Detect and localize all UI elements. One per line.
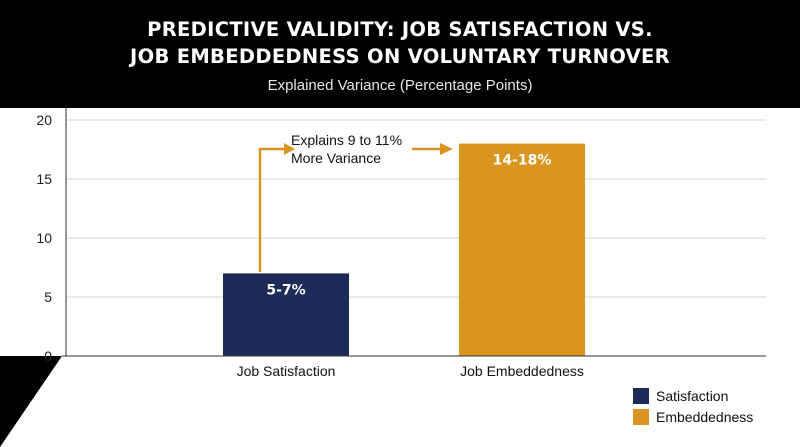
x-category-label: Job Satisfaction [237, 363, 336, 379]
chart-title-line-2: JOB EMBEDDEDNESS ON VOLUNTARY TURNOVER [130, 45, 670, 68]
annotation-text-line-1: Explains 9 to 11% [291, 132, 402, 148]
annotation-arrow-head-right [440, 143, 453, 155]
chart-title: PREDICTIVE VALIDITY: JOB SATISFACTION VS… [0, 16, 800, 70]
bar-job-satisfaction [223, 273, 349, 356]
legend-label-embeddedness: Embeddedness [656, 409, 753, 425]
chart-subtitle: Explained Variance (Percentage Points) [267, 77, 533, 94]
chart-panel [0, 108, 800, 447]
legend-swatch-embeddedness [633, 409, 649, 425]
y-axis-ticks: 0 5 10 15 20 [36, 112, 52, 364]
y-tick-label: 0 [44, 348, 52, 364]
annotation-arrow-line [258, 147, 284, 272]
annotation: Explains 9 to 11% More Variance [258, 132, 453, 272]
panel-corner-cut [0, 356, 62, 447]
bar-data-label: 5-7% [266, 282, 305, 298]
x-category-label: Job Embeddedness [460, 363, 584, 379]
y-tick-label: 10 [36, 230, 52, 246]
category-labels: Job Satisfaction Job Embeddedness [237, 363, 584, 379]
annotation-text-line-2: More Variance [291, 150, 381, 166]
legend-swatch-satisfaction [633, 388, 649, 404]
y-tick-label: 20 [36, 112, 52, 128]
annotation-arrow-head-left [284, 143, 295, 155]
bars: 5-7% 14-18% [223, 143, 585, 356]
bar-job-embeddedness [459, 143, 585, 356]
gridlines [66, 119, 766, 298]
legend: Satisfaction Embeddedness [633, 388, 753, 425]
bar-data-label: 14-18% [493, 153, 552, 169]
chart-title-line-1: PREDICTIVE VALIDITY: JOB SATISFACTION VS… [147, 18, 653, 41]
legend-label-satisfaction: Satisfaction [656, 388, 728, 404]
y-tick-label: 5 [44, 289, 52, 305]
y-tick-label: 15 [36, 171, 52, 187]
